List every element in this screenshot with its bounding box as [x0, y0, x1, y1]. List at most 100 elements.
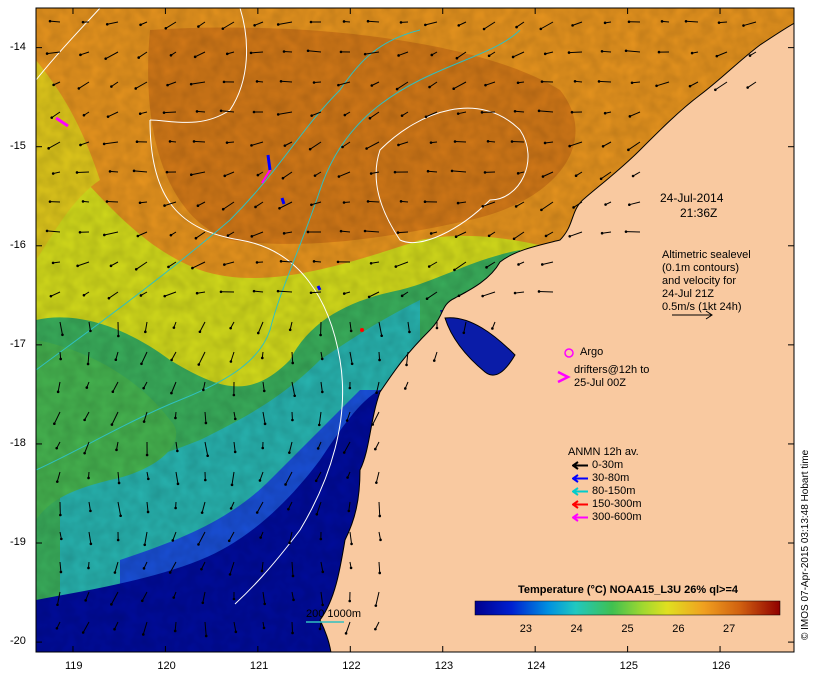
- velocity-arrow-head: [345, 419, 349, 422]
- velocity-arrow: [80, 141, 90, 146]
- velocity-arrow-head: [134, 87, 138, 90]
- velocity-arrow: [110, 261, 119, 267]
- velocity-arrow: [374, 621, 380, 630]
- velocity-arrow-head: [254, 205, 257, 209]
- velocity-arrow: [144, 531, 148, 545]
- velocity-arrow-head: [276, 23, 280, 26]
- velocity-arrow-head: [513, 291, 517, 295]
- velocity-arrow-head: [337, 175, 341, 178]
- velocity-arrow: [397, 231, 409, 234]
- drifter-symbol: [557, 370, 571, 384]
- velocity-arrow-head: [229, 507, 233, 510]
- velocity-arrow-head: [343, 113, 347, 117]
- drifter-track: [55, 116, 69, 128]
- velocity-arrow-head: [348, 599, 352, 603]
- velocity-arrow-head: [116, 538, 120, 542]
- velocity-arrow-head: [540, 208, 543, 212]
- velocity-arrow: [685, 20, 699, 23]
- argo-float: [360, 328, 364, 332]
- moorings-legend-title: ANMN 12h av.: [568, 446, 639, 458]
- velocity-arrow: [117, 471, 120, 483]
- velocity-arrow-head: [143, 543, 147, 547]
- velocity-arrow-head: [393, 170, 397, 174]
- velocity-arrow-head: [366, 19, 370, 23]
- velocity-arrow-head: [660, 20, 664, 23]
- velocity-arrow-head: [260, 569, 264, 573]
- velocity-arrow-head: [408, 330, 411, 334]
- velocity-arrow-head: [250, 235, 254, 238]
- velocity-arrow-head: [282, 232, 286, 235]
- velocity-arrow-head: [342, 20, 346, 23]
- velocity-arrow-head: [312, 81, 316, 84]
- velocity-arrow: [407, 321, 410, 332]
- velocity-arrow: [689, 81, 699, 87]
- velocity-arrow-head: [256, 173, 260, 177]
- velocity-arrow-head: [170, 358, 173, 362]
- velocity-arrow-head: [291, 574, 295, 578]
- velocity-arrow-head: [572, 206, 575, 209]
- velocity-arrow-head: [515, 25, 518, 29]
- velocity-arrow-head: [87, 566, 90, 570]
- velocity-arrow-head: [395, 87, 399, 91]
- velocity-arrow: [512, 51, 525, 58]
- velocity-arrow: [632, 171, 641, 177]
- velocity-arrow-head: [164, 27, 168, 30]
- velocity-arrow: [85, 591, 90, 601]
- velocity-arrow-head: [310, 203, 313, 207]
- velocity-arrow-head: [486, 140, 490, 143]
- velocity-arrow: [545, 51, 554, 55]
- velocity-arrow-head: [47, 147, 50, 150]
- velocity-arrow-head: [225, 141, 229, 144]
- velocity-arrow: [485, 81, 496, 86]
- velocity-arrow-head: [288, 451, 291, 454]
- velocity-arrow-head: [347, 509, 351, 513]
- velocity-arrow: [631, 81, 641, 84]
- velocity-arrow-head: [83, 418, 86, 422]
- velocity-arrow-head: [573, 80, 577, 83]
- velocity-arrow-head: [221, 207, 225, 211]
- velocity-arrow-head: [173, 629, 177, 633]
- velocity-arrow: [342, 141, 351, 148]
- velocity-arrow-head: [87, 476, 90, 480]
- velocity-arrow-head: [306, 49, 310, 53]
- velocity-arrow-head: [742, 24, 745, 27]
- velocity-arrow-head: [172, 596, 176, 599]
- velocity-arrow-head: [684, 19, 688, 23]
- velocity-arrow: [112, 381, 119, 392]
- velocity-arrow: [283, 50, 293, 53]
- lon-tick-label: 119: [64, 660, 83, 672]
- velocity-arrow: [204, 441, 209, 456]
- velocity-arrow-head: [204, 634, 208, 638]
- velocity-arrow: [626, 50, 641, 53]
- velocity-arrow: [718, 21, 728, 24]
- velocity-arrow: [318, 411, 322, 425]
- velocity-arrow-head: [226, 234, 230, 237]
- velocity-arrow: [107, 21, 119, 25]
- velocity-arrow-head: [191, 266, 194, 270]
- velocity-arrow: [175, 471, 179, 484]
- velocity-arrow-head: [627, 148, 630, 152]
- velocity-arrow-head: [599, 177, 603, 181]
- altimetry-note: Altimetric sealevel (0.1m contours) and …: [662, 249, 751, 313]
- velocity-arrow-head: [253, 24, 256, 27]
- velocity-arrow-head: [195, 110, 199, 113]
- velocity-arrow-head: [232, 597, 236, 601]
- velocity-arrow-head: [379, 538, 382, 542]
- velocity-arrow: [253, 290, 264, 293]
- velocity-arrow-head: [405, 363, 408, 367]
- velocity-arrow-head: [631, 174, 635, 178]
- velocity-arrow: [486, 261, 496, 268]
- velocity-arrow-head: [456, 112, 460, 115]
- velocity-arrow-head: [429, 232, 433, 235]
- velocity-arrow: [364, 230, 380, 233]
- velocity-arrow: [194, 51, 206, 58]
- velocity-arrow-head: [227, 539, 231, 543]
- velocity-arrow: [715, 81, 728, 91]
- velocity-arrow-head: [375, 481, 378, 484]
- colorbar-tick-label: 23: [519, 623, 532, 635]
- lon-tick-label: 125: [619, 660, 638, 672]
- velocity-arrow-head: [424, 115, 428, 119]
- velocity-arrow: [201, 561, 206, 570]
- velocity-arrow-head: [138, 112, 142, 116]
- velocity-arrow: [192, 261, 206, 269]
